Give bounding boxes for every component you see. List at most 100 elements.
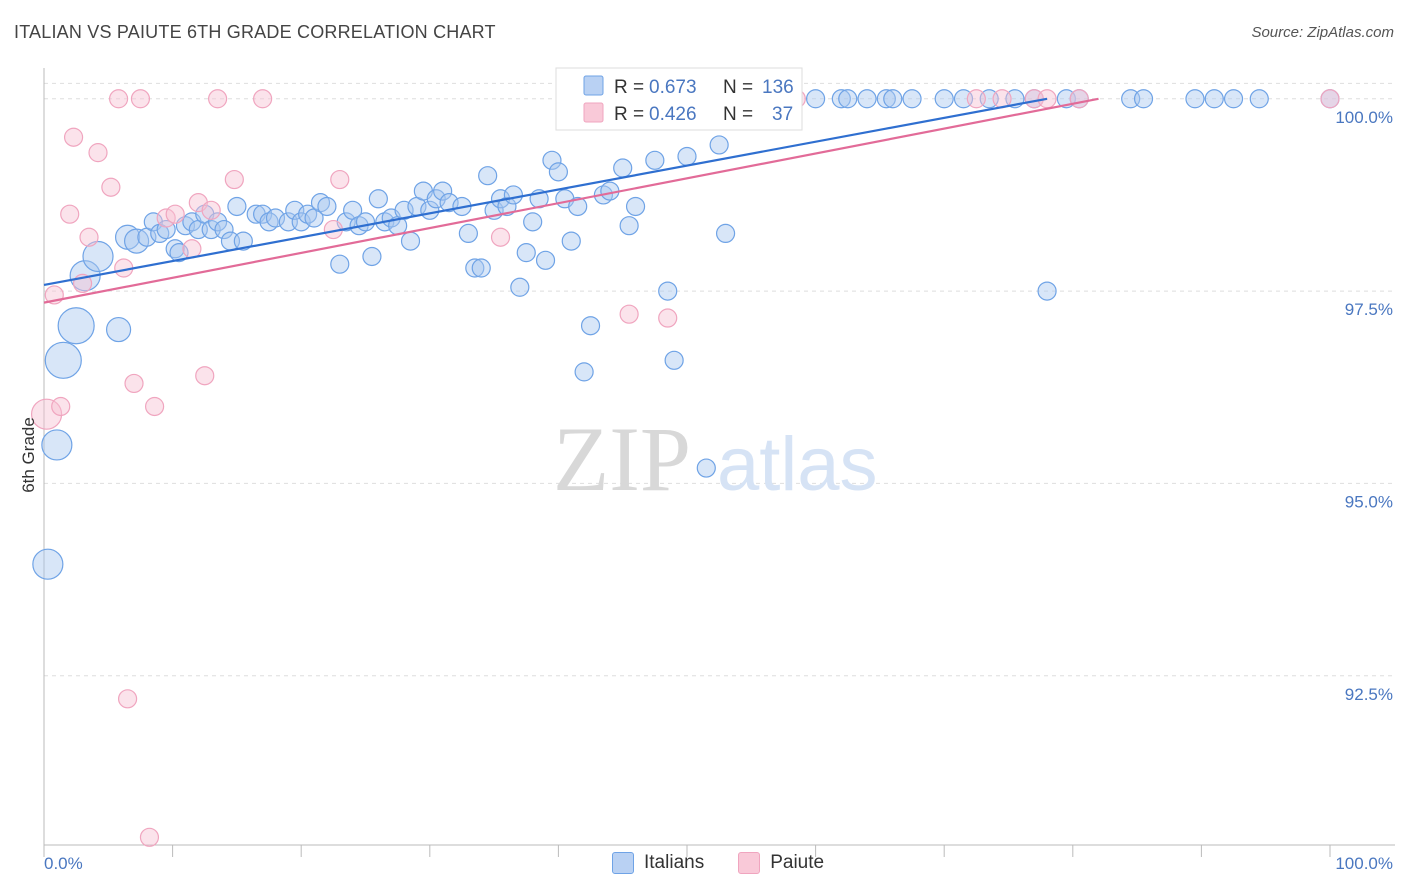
data-point	[30, 398, 63, 430]
data-point	[156, 219, 176, 240]
x-tick-labels: 0.0% 100.0%	[44, 854, 1393, 873]
paiute-n-label: N =	[723, 104, 753, 125]
data-point	[658, 308, 678, 328]
data-point	[253, 204, 273, 224]
y-tick-label: 95.0%	[1345, 492, 1393, 511]
italians-n-value: 136	[762, 77, 794, 98]
data-point	[561, 231, 581, 251]
data-point	[124, 373, 144, 394]
data-point	[105, 316, 132, 343]
data-point	[60, 204, 80, 224]
data-point	[1204, 89, 1224, 109]
data-point	[144, 396, 165, 417]
data-point	[57, 307, 95, 345]
data-point	[883, 89, 903, 109]
data-point	[82, 240, 114, 273]
data-point	[1320, 89, 1340, 109]
data-point	[497, 196, 517, 217]
data-point	[63, 127, 84, 147]
data-point	[548, 162, 569, 182]
bottom-legend: Italians Paiute	[612, 852, 824, 874]
data-point	[490, 227, 511, 247]
data-point	[478, 166, 498, 186]
data-point	[664, 350, 684, 370]
data-point	[613, 158, 633, 178]
data-point	[169, 243, 189, 263]
data-point	[214, 219, 234, 240]
data-point	[465, 258, 485, 278]
data-point	[1249, 89, 1269, 109]
data-point	[69, 260, 101, 292]
data-point	[355, 212, 376, 232]
data-point	[523, 212, 543, 232]
data-point	[516, 243, 536, 263]
data-point	[265, 208, 286, 228]
data-point	[227, 196, 247, 217]
data-point	[503, 185, 523, 205]
axes	[43, 68, 1395, 857]
data-point	[130, 89, 151, 109]
data-point	[471, 258, 491, 278]
data-point	[902, 89, 922, 109]
data-point	[645, 150, 665, 170]
data-point	[1223, 89, 1244, 109]
data-point	[426, 189, 446, 209]
data-point	[857, 89, 877, 109]
data-point	[117, 689, 138, 709]
y-tick-label: 92.5%	[1345, 685, 1393, 704]
data-point	[32, 548, 64, 580]
paiute-swatch	[738, 852, 761, 874]
data-point	[201, 200, 221, 220]
source-label: Source: ZipAtlas.com	[1251, 24, 1394, 41]
watermark: ZIP atlas	[553, 408, 878, 510]
data-point	[580, 316, 601, 336]
italians-trend-line	[43, 97, 1048, 287]
data-point	[619, 216, 639, 236]
data-point	[831, 89, 851, 109]
data-point	[394, 200, 414, 220]
data-point	[805, 89, 826, 109]
data-point	[619, 304, 639, 324]
watermark-atlas: atlas	[717, 422, 878, 507]
paiute-trend-line	[43, 97, 1099, 304]
data-point	[101, 177, 121, 197]
trend-lines	[43, 97, 1099, 304]
italians-legend-label: Italians	[644, 852, 705, 873]
watermark-zip: ZIP	[553, 408, 691, 510]
data-point	[88, 143, 108, 163]
data-point	[108, 89, 129, 109]
data-point	[41, 429, 73, 461]
paiute-legend-swatch	[583, 102, 604, 123]
data-point	[658, 281, 678, 301]
data-point	[838, 89, 858, 109]
data-point	[1069, 89, 1089, 109]
data-point	[208, 212, 228, 232]
data-point	[368, 189, 388, 209]
data-point	[285, 200, 305, 220]
italians-points	[32, 89, 1340, 580]
italians-legend-swatch	[583, 75, 604, 96]
data-point	[715, 223, 736, 244]
data-point	[696, 458, 716, 478]
data-point	[51, 396, 71, 417]
data-point	[510, 277, 530, 297]
data-point	[208, 89, 228, 109]
italians-r-value: 0.673	[649, 77, 697, 98]
data-point	[330, 254, 350, 274]
data-point	[966, 89, 986, 109]
data-point	[233, 231, 253, 251]
data-point	[1185, 89, 1205, 109]
data-point	[79, 227, 99, 247]
paiute-r-value: 0.426	[649, 104, 697, 125]
data-point	[934, 89, 954, 109]
data-point	[291, 212, 311, 232]
data-point	[330, 169, 350, 190]
data-point	[433, 181, 453, 201]
data-point	[44, 341, 82, 379]
y-tick-label: 100.0%	[1335, 108, 1393, 127]
y-tick-labels: 92.5% 95.0% 97.5% 100.0%	[1335, 108, 1393, 704]
data-point	[574, 362, 594, 382]
data-point	[535, 250, 556, 270]
data-point	[317, 196, 337, 217]
